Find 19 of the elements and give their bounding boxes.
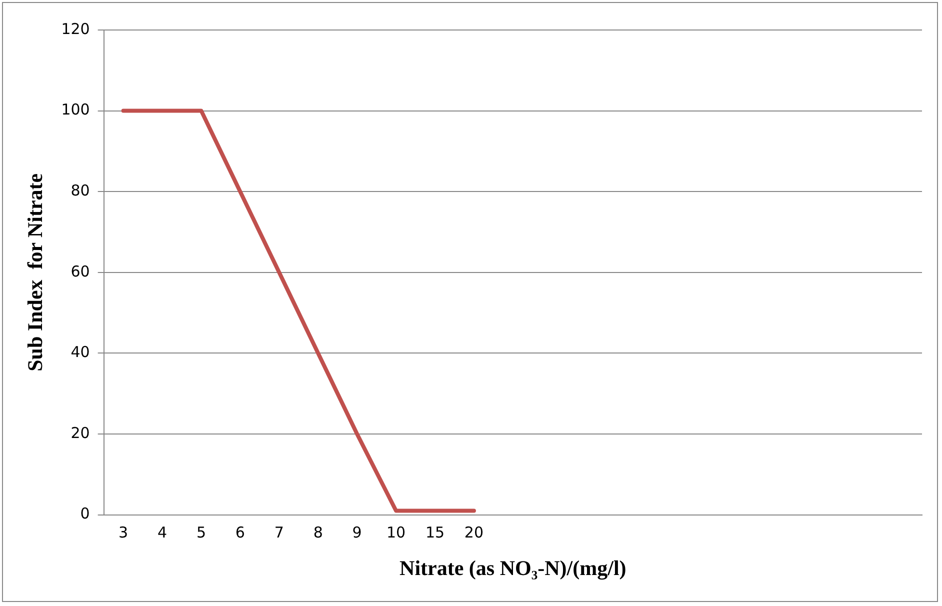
x-tick-label: 15 xyxy=(425,524,445,542)
y-tick-label: 80 xyxy=(70,181,90,200)
y-tick-label: 120 xyxy=(61,20,90,38)
x-tick-label: 6 xyxy=(235,524,245,542)
x-tick-label: 7 xyxy=(274,524,284,542)
y-tick-label: 0 xyxy=(80,504,90,523)
y-axis-title: Sub Index for Nitrate xyxy=(23,173,48,372)
x-tick-label: 5 xyxy=(196,524,206,542)
y-tick-label: 40 xyxy=(70,343,90,362)
y-tick-label: 20 xyxy=(70,424,90,442)
y-tick-label: 60 xyxy=(70,262,90,280)
x-tick-label: 20 xyxy=(464,524,484,542)
x-tick-label: 9 xyxy=(352,524,362,542)
x-axis-title: Nitrate (as NO₃-N)/(mg/l) xyxy=(400,556,626,580)
x-tick-label: 4 xyxy=(158,524,168,542)
x-tick-label: 8 xyxy=(313,524,323,542)
y-tick-label: 100 xyxy=(61,100,90,119)
x-tick-label: 3 xyxy=(118,524,128,542)
x-tick-label: 10 xyxy=(386,524,406,542)
